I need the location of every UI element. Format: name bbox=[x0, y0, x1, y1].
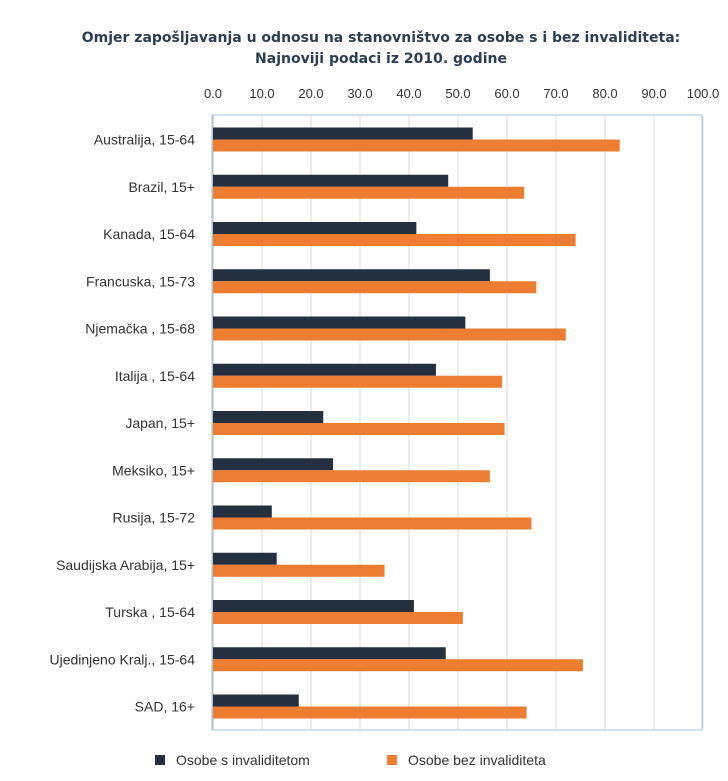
bar-without-disability bbox=[213, 706, 527, 719]
legend-swatch bbox=[155, 755, 165, 765]
x-axis-ticks: 0.0 10.0 20.0 30.0 40.0 50.0 60.0 70.0 80.0 90.0 1… bbox=[204, 86, 719, 101]
category-label: SAD, 16+ bbox=[135, 699, 195, 715]
x-tick-label: 70.0 bbox=[543, 86, 568, 101]
category-label: Njemačka , 15-68 bbox=[85, 321, 195, 337]
bar-with-disability bbox=[213, 222, 417, 234]
x-tick-label: 20.0 bbox=[298, 86, 323, 101]
bar-without-disability bbox=[213, 281, 537, 294]
bars bbox=[213, 127, 620, 719]
bar-without-disability bbox=[213, 375, 503, 388]
bar-with-disability bbox=[213, 174, 449, 187]
category-label: Francuska, 15-73 bbox=[86, 273, 195, 289]
category-label: Australija, 15-64 bbox=[94, 132, 195, 148]
category-label: Meksiko, 15+ bbox=[112, 462, 195, 478]
category-label: Brazil, 15+ bbox=[128, 179, 195, 195]
x-tick-label: 40.0 bbox=[396, 86, 421, 101]
bar-with-disability bbox=[213, 505, 272, 518]
bar-with-disability bbox=[213, 269, 490, 282]
chart-title: Omjer zapošljavanja u odnosu na stanovni… bbox=[82, 30, 681, 46]
legend-swatch bbox=[387, 755, 397, 765]
category-label: Japan, 15+ bbox=[125, 415, 195, 431]
x-tick-label: 60.0 bbox=[494, 86, 519, 101]
plot-area-border bbox=[211, 114, 703, 731]
x-tick-label: 80.0 bbox=[592, 86, 617, 101]
x-tick-label: 30.0 bbox=[347, 86, 372, 101]
category-label: Rusija, 15-72 bbox=[113, 510, 196, 526]
bar-with-disability bbox=[213, 411, 324, 423]
legend-label: Osobe s invaliditetom bbox=[176, 752, 310, 768]
bar-with-disability bbox=[213, 316, 466, 329]
x-tick-label: 50.0 bbox=[445, 86, 470, 101]
bar-with-disability bbox=[213, 363, 436, 376]
category-label: Italija , 15-64 bbox=[115, 368, 195, 384]
category-label: Ujedinjeno Kralj., 15-64 bbox=[49, 651, 195, 667]
category-labels: Australija, 15-64 Brazil, 15+ Kanada, 15-6… bbox=[49, 132, 195, 715]
bar-with-disability bbox=[213, 458, 334, 471]
bar-with-disability bbox=[213, 694, 299, 707]
bar-without-disability bbox=[213, 139, 620, 152]
legend: Osobe s invaliditetom Osobe bez invalidit… bbox=[155, 752, 546, 768]
bar-with-disability bbox=[213, 647, 446, 660]
bar-without-disability bbox=[213, 659, 583, 672]
x-tick-label: 90.0 bbox=[641, 86, 666, 101]
bar-without-disability bbox=[213, 234, 576, 246]
bar-without-disability bbox=[213, 564, 385, 577]
x-tick-label: 100.0 bbox=[687, 86, 720, 101]
legend-label: Osobe bez invaliditeta bbox=[408, 752, 546, 768]
x-tick-label: 10.0 bbox=[249, 86, 274, 101]
category-label: Kanada, 15-64 bbox=[103, 226, 195, 242]
bar-without-disability bbox=[213, 517, 532, 530]
bar-without-disability bbox=[213, 186, 525, 199]
category-label: Saudijska Arabija, 15+ bbox=[56, 557, 195, 573]
x-tick-label: 0.0 bbox=[204, 86, 222, 101]
gridlines bbox=[212, 116, 704, 729]
bar-without-disability bbox=[213, 612, 463, 624]
bar-with-disability bbox=[213, 552, 277, 565]
bar-with-disability bbox=[213, 127, 473, 140]
bar-with-disability bbox=[213, 600, 414, 612]
bar-without-disability bbox=[213, 328, 566, 341]
bar-without-disability bbox=[213, 470, 490, 483]
chart-subtitle: Najnoviji podaci iz 2010. godine bbox=[255, 51, 507, 67]
category-label: Turska , 15-64 bbox=[105, 604, 195, 620]
bar-without-disability bbox=[213, 423, 505, 435]
